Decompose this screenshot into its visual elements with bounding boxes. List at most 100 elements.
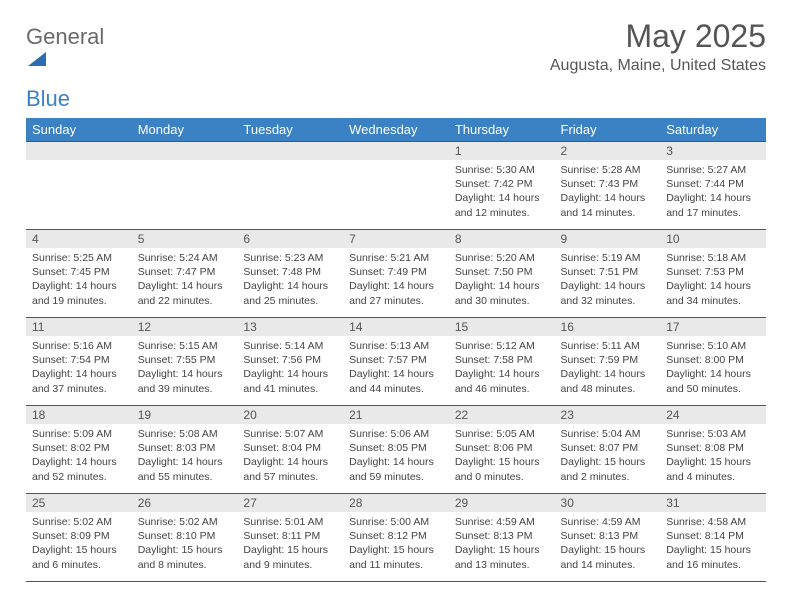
day-number: 29 bbox=[449, 494, 555, 512]
sunset-line: Sunset: 8:12 PM bbox=[349, 530, 427, 542]
daylight-line: Daylight: 14 hours and 12 minutes. bbox=[455, 192, 540, 218]
day-body: Sunrise: 5:25 AMSunset: 7:45 PMDaylight:… bbox=[26, 248, 132, 312]
calendar-body: 1Sunrise: 5:30 AMSunset: 7:42 PMDaylight… bbox=[26, 142, 766, 582]
sunset-line: Sunset: 8:13 PM bbox=[455, 530, 533, 542]
daylight-line: Daylight: 15 hours and 4 minutes. bbox=[666, 456, 751, 482]
sunset-line: Sunset: 7:43 PM bbox=[561, 178, 639, 190]
day-body: Sunrise: 5:13 AMSunset: 7:57 PMDaylight:… bbox=[343, 336, 449, 400]
day-number: 25 bbox=[26, 494, 132, 512]
daylight-line: Daylight: 14 hours and 32 minutes. bbox=[561, 280, 646, 306]
calendar-cell bbox=[132, 142, 238, 230]
sunset-line: Sunset: 7:47 PM bbox=[138, 266, 216, 278]
day-number: 21 bbox=[343, 406, 449, 424]
daylight-line: Daylight: 14 hours and 39 minutes. bbox=[138, 368, 223, 394]
daylight-line: Daylight: 15 hours and 16 minutes. bbox=[666, 544, 751, 570]
day-number: 30 bbox=[555, 494, 661, 512]
sunset-line: Sunset: 8:02 PM bbox=[32, 442, 110, 454]
sunset-line: Sunset: 7:53 PM bbox=[666, 266, 744, 278]
calendar-cell: 20Sunrise: 5:07 AMSunset: 8:04 PMDayligh… bbox=[237, 406, 343, 494]
sunset-line: Sunset: 8:13 PM bbox=[561, 530, 639, 542]
day-number: 2 bbox=[555, 142, 661, 160]
day-number: 9 bbox=[555, 230, 661, 248]
sunset-line: Sunset: 7:59 PM bbox=[561, 354, 639, 366]
calendar-table: SundayMondayTuesdayWednesdayThursdayFrid… bbox=[26, 118, 766, 582]
calendar-cell: 28Sunrise: 5:00 AMSunset: 8:12 PMDayligh… bbox=[343, 494, 449, 582]
calendar-cell: 25Sunrise: 5:02 AMSunset: 8:09 PMDayligh… bbox=[26, 494, 132, 582]
sunrise-line: Sunrise: 5:20 AM bbox=[455, 252, 535, 264]
calendar-cell: 11Sunrise: 5:16 AMSunset: 7:54 PMDayligh… bbox=[26, 318, 132, 406]
sunrise-line: Sunrise: 5:27 AM bbox=[666, 164, 746, 176]
sunrise-line: Sunrise: 5:24 AM bbox=[138, 252, 218, 264]
sunrise-line: Sunrise: 5:06 AM bbox=[349, 428, 429, 440]
sunrise-line: Sunrise: 5:09 AM bbox=[32, 428, 112, 440]
sunset-line: Sunset: 7:45 PM bbox=[32, 266, 110, 278]
daylight-line: Daylight: 14 hours and 17 minutes. bbox=[666, 192, 751, 218]
day-number: 15 bbox=[449, 318, 555, 336]
day-body: Sunrise: 4:59 AM Sunset: 8:13 PM Daylight:… bbox=[555, 512, 661, 576]
sunrise-line: Sunrise: 5:03 AM bbox=[666, 428, 746, 440]
sunset-line: Sunset: 7:54 PM bbox=[32, 354, 110, 366]
daylight-line: Daylight: 14 hours and 52 minutes. bbox=[32, 456, 117, 482]
day-header: Sunday bbox=[26, 118, 132, 142]
sunset-line: Sunset: 8:10 PM bbox=[138, 530, 216, 542]
sunrise-line: Sunrise: 5:19 AM bbox=[561, 252, 641, 264]
title-block: May 2025 Augusta, Maine, United States bbox=[550, 18, 766, 75]
calendar-cell: 23Sunrise: 5:04 AMSunset: 8:07 PMDayligh… bbox=[555, 406, 661, 494]
day-body: Sunrise: 5:09 AM Sunset: 8:02 PM Daylight:… bbox=[26, 424, 132, 488]
day-body: Sunrise: 5:01 AMSunset: 8:11 PMDaylight:… bbox=[237, 512, 343, 576]
day-number: 16 bbox=[555, 318, 661, 336]
calendar-cell: 6Sunrise: 5:23 AMSunset: 7:48 PMDaylight… bbox=[237, 230, 343, 318]
sunset-line: Sunset: 8:03 PM bbox=[138, 442, 216, 454]
calendar-cell: 29Sunrise: 4:59 AMSunset: 8:13 PMDayligh… bbox=[449, 494, 555, 582]
daylight-line: Daylight: 14 hours and 22 minutes. bbox=[138, 280, 223, 306]
day-body: Sunrise: 4:59 AMSunset: 8:13 PMDaylight:… bbox=[449, 512, 555, 576]
calendar-cell: 12Sunrise: 5:15 AMSunset: 7:55 PMDayligh… bbox=[132, 318, 238, 406]
sunrise-line: Sunrise: 5:16 AM bbox=[32, 340, 112, 352]
day-body: Sunrise: 5:30 AMSunset: 7:42 PMDaylight:… bbox=[449, 160, 555, 224]
calendar-cell: 30 Sunrise: 4:59 AM Sunset: 8:13 PM Dayligh… bbox=[555, 494, 661, 582]
sunset-line: Sunset: 8:00 PM bbox=[666, 354, 744, 366]
day-body: Sunrise: 5:18 AMSunset: 7:53 PMDaylight:… bbox=[660, 248, 766, 312]
logo: General Blue bbox=[26, 18, 104, 112]
daylight-line: Daylight: 14 hours and 25 minutes. bbox=[243, 280, 328, 306]
daylight-line: Daylight: 14 hours and 41 minutes. bbox=[243, 368, 328, 394]
sunset-line: Sunset: 7:56 PM bbox=[243, 354, 321, 366]
day-body: Sunrise: 5:24 AM Sunset: 7:47 PM Daylight:… bbox=[132, 248, 238, 312]
day-number: 14 bbox=[343, 318, 449, 336]
day-number: 19 bbox=[132, 406, 238, 424]
daylight-line: Daylight: 15 hours and 8 minutes. bbox=[138, 544, 223, 570]
day-body: Sunrise: 5:10 AMSunset: 8:00 PMDaylight:… bbox=[660, 336, 766, 400]
calendar-cell: 10Sunrise: 5:18 AMSunset: 7:53 PMDayligh… bbox=[660, 230, 766, 318]
day-number: 6 bbox=[237, 230, 343, 248]
day-header: Friday bbox=[555, 118, 661, 142]
topbar: General Blue May 2025 Augusta, Maine, Un… bbox=[26, 18, 766, 112]
sunrise-line: Sunrise: 4:58 AM bbox=[666, 516, 746, 528]
logo-text: General Blue bbox=[26, 24, 104, 112]
day-body: Sunrise: 5:14 AMSunset: 7:56 PMDaylight:… bbox=[237, 336, 343, 400]
calendar-cell: 3Sunrise: 5:27 AMSunset: 7:44 PMDaylight… bbox=[660, 142, 766, 230]
calendar-cell: 17Sunrise: 5:10 AMSunset: 8:00 PMDayligh… bbox=[660, 318, 766, 406]
day-body: Sunrise: 4:58 AM Sunset: 8:14 PM Daylight:… bbox=[660, 512, 766, 576]
daynum-empty bbox=[132, 142, 238, 160]
sunrise-line: Sunrise: 5:18 AM bbox=[666, 252, 746, 264]
day-number: 7 bbox=[343, 230, 449, 248]
sunset-line: Sunset: 8:14 PM bbox=[666, 530, 744, 542]
calendar-cell: 16Sunrise: 5:11 AMSunset: 7:59 PMDayligh… bbox=[555, 318, 661, 406]
calendar-cell: 31Sunrise: 4:58 AMSunset: 8:14 PMDayligh… bbox=[660, 494, 766, 582]
calendar-cell: 14Sunrise: 5:13 AMSunset: 7:57 PMDayligh… bbox=[343, 318, 449, 406]
daylight-line: Daylight: 14 hours and 14 minutes. bbox=[561, 192, 646, 218]
month-title: May 2025 bbox=[550, 18, 766, 55]
day-body: Sunrise: 5:07 AMSunset: 8:04 PMDaylight:… bbox=[237, 424, 343, 488]
day-body: Sunrise: 5:03 AMSunset: 8:08 PMDaylight:… bbox=[660, 424, 766, 488]
calendar-cell: 19Sunrise: 5:08 AMSunset: 8:03 PMDayligh… bbox=[132, 406, 238, 494]
sunrise-line: Sunrise: 4:59 AM bbox=[561, 516, 641, 528]
sunset-line: Sunset: 7:57 PM bbox=[349, 354, 427, 366]
day-body: Sunrise: 5:21 AMSunset: 7:49 PMDaylight:… bbox=[343, 248, 449, 312]
calendar-cell: 15Sunrise: 5:12 AMSunset: 7:58 PMDayligh… bbox=[449, 318, 555, 406]
calendar-cell: 27Sunrise: 5:01 AMSunset: 8:11 PMDayligh… bbox=[237, 494, 343, 582]
daylight-line: Daylight: 15 hours and 14 minutes. bbox=[561, 544, 646, 570]
sunset-line: Sunset: 7:42 PM bbox=[455, 178, 533, 190]
calendar-cell: 2Sunrise: 5:28 AMSunset: 7:43 PMDaylight… bbox=[555, 142, 661, 230]
day-body: Sunrise: 5:06 AMSunset: 8:05 PMDaylight:… bbox=[343, 424, 449, 488]
daylight-line: Daylight: 14 hours and 46 minutes. bbox=[455, 368, 540, 394]
